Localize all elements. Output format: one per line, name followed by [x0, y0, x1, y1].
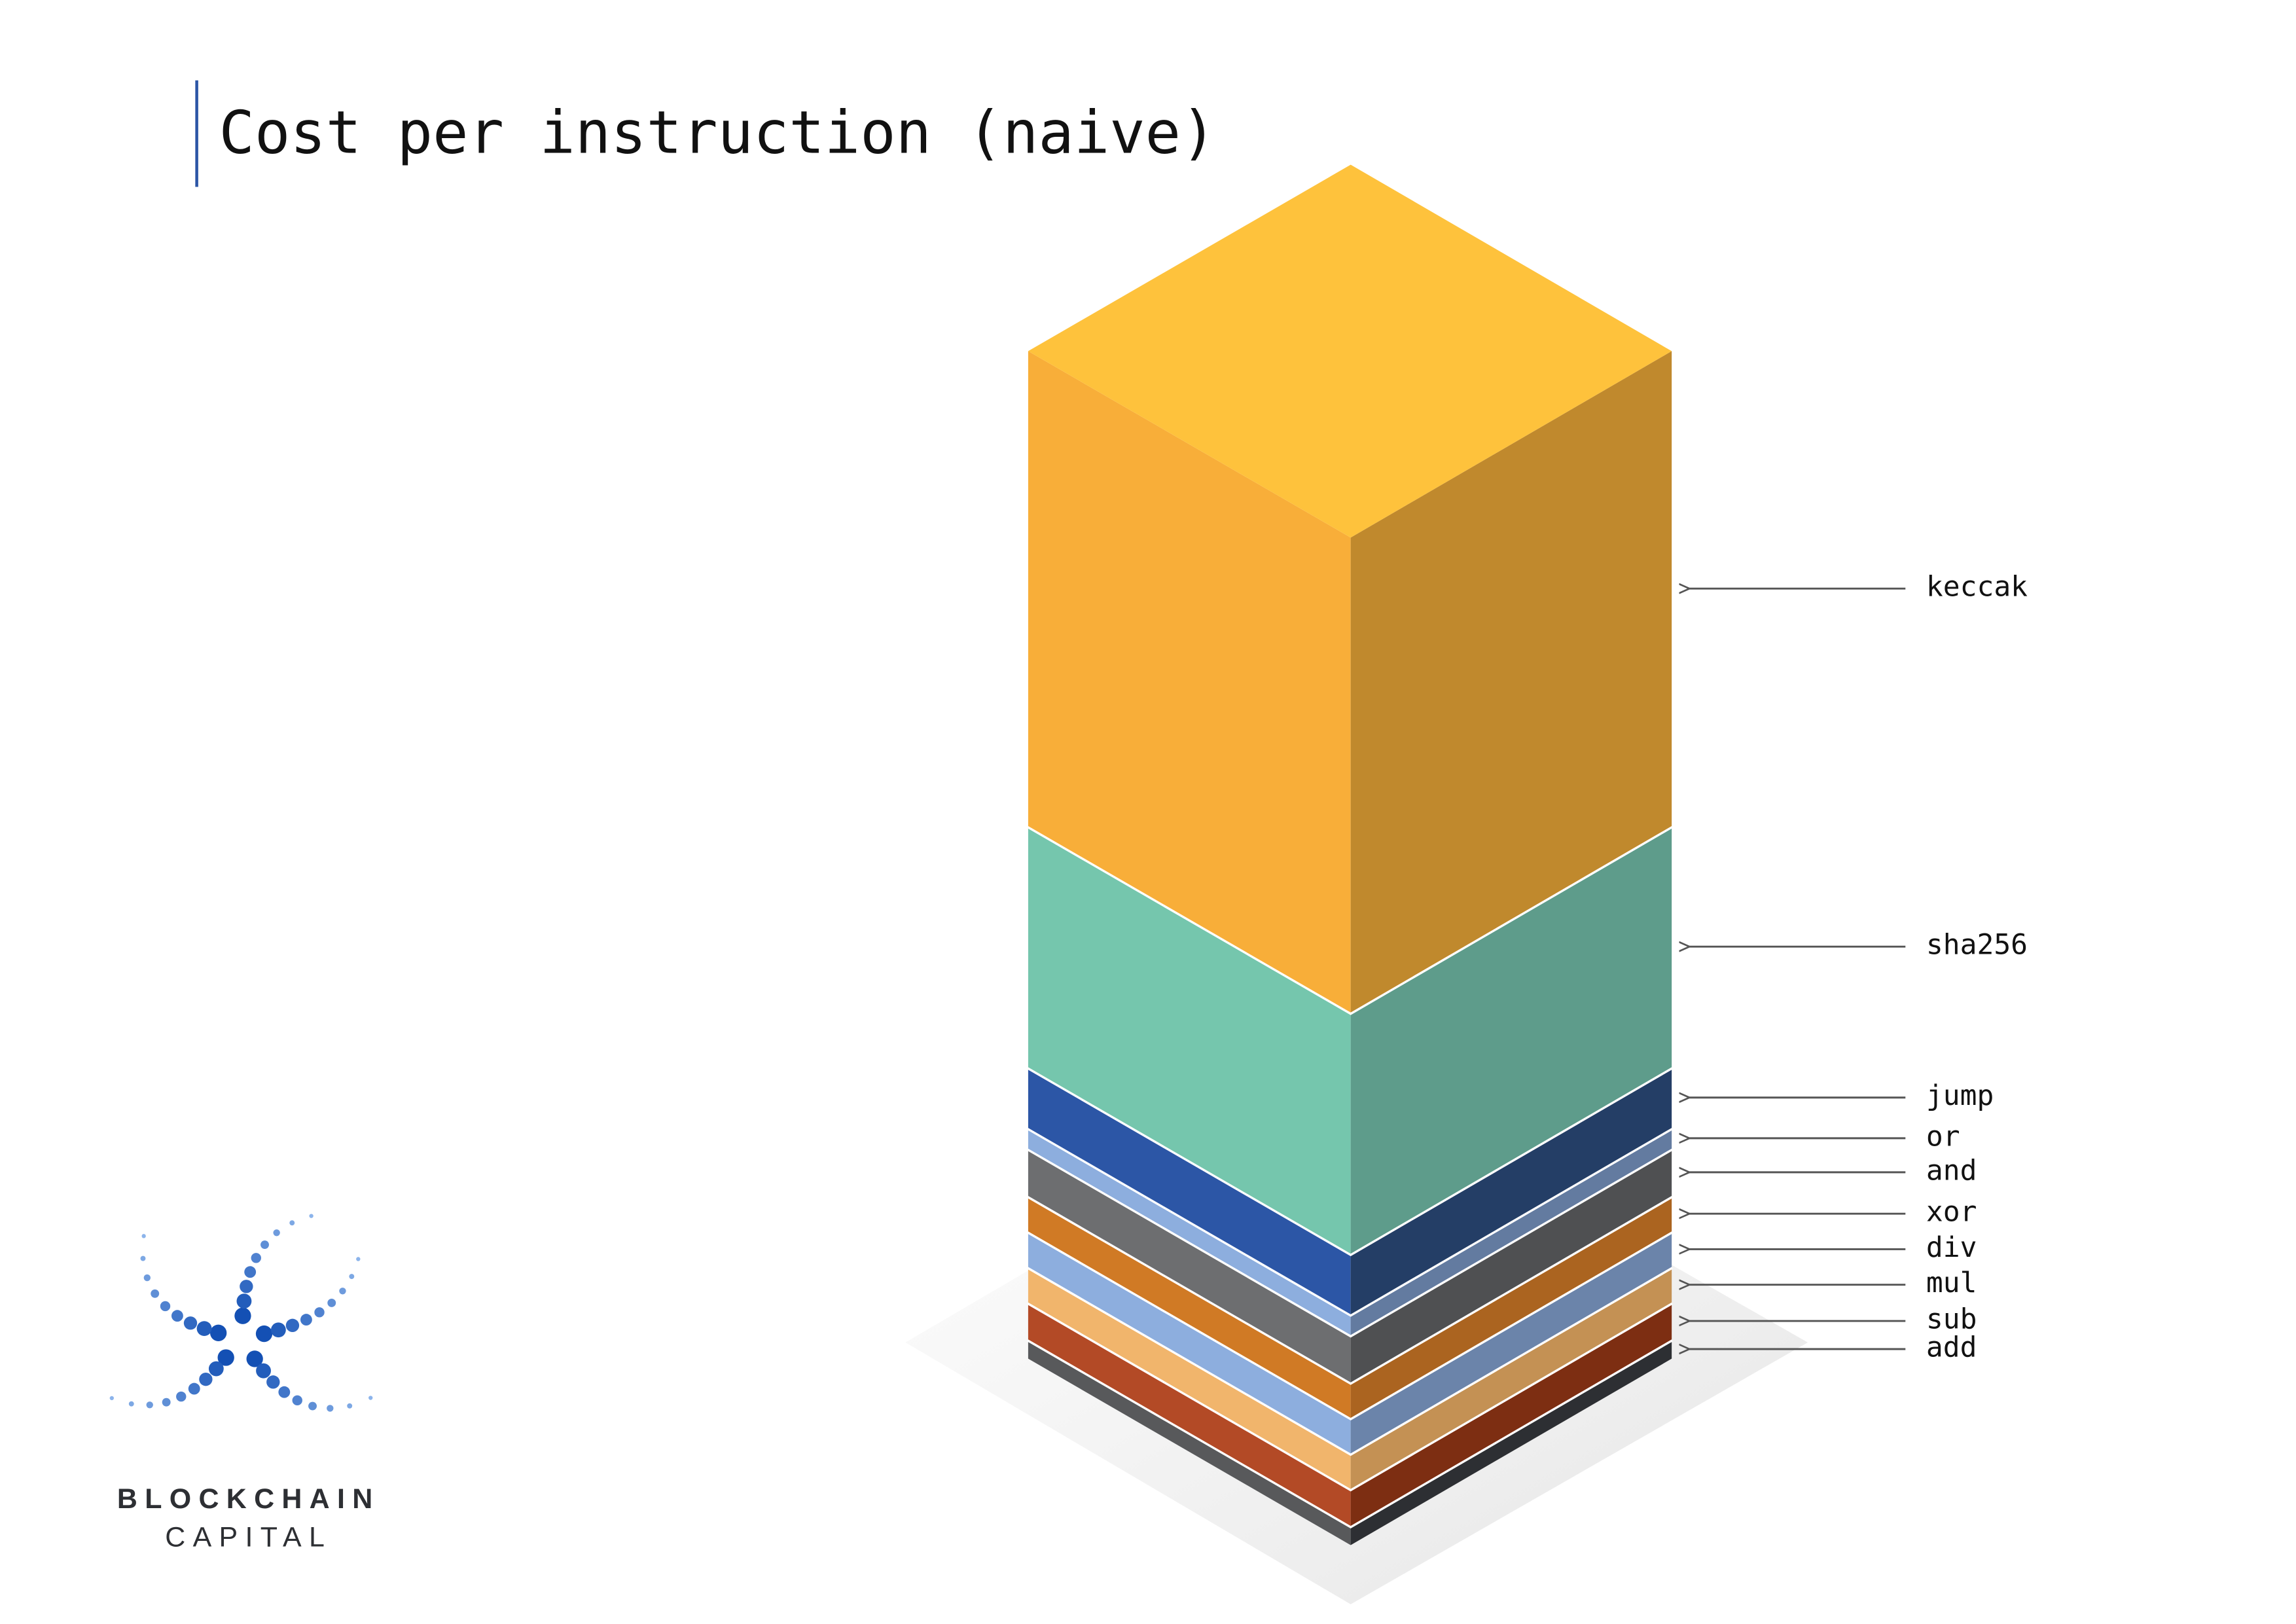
- logo-dot: [327, 1298, 336, 1307]
- logo-dot: [270, 1322, 286, 1338]
- logo-dot: [266, 1375, 280, 1389]
- logo-line1: BLOCKCHAIN: [117, 1483, 380, 1515]
- logo-dot: [246, 1350, 263, 1367]
- segment-right-face: [1350, 1267, 1672, 1489]
- logo-dot: [289, 1220, 295, 1226]
- logo-dot: [176, 1391, 187, 1402]
- segment-right-face: [1350, 351, 1672, 1013]
- segment-label: or: [1926, 1120, 1960, 1153]
- logo-dot: [188, 1382, 200, 1395]
- logo-dot: [256, 1363, 271, 1379]
- logo-dot: [160, 1301, 171, 1312]
- segment-right-face: [1350, 825, 1672, 1254]
- segment-label: mul: [1926, 1267, 1977, 1299]
- logo-dot: [143, 1274, 151, 1282]
- segment-right-face: [1350, 1339, 1672, 1545]
- segment-right-face: [1350, 1302, 1672, 1526]
- segment-right-face: [1350, 1231, 1672, 1454]
- logo-dot: [183, 1316, 198, 1330]
- segment-left-face: [1028, 1231, 1351, 1454]
- logo-dot: [292, 1395, 302, 1406]
- logo-dot: [236, 1293, 252, 1309]
- segment-left-face: [1028, 1128, 1351, 1335]
- logo-dot: [234, 1307, 251, 1324]
- logo-dot: [240, 1280, 253, 1293]
- logo-dot: [217, 1349, 234, 1366]
- logo-dot: [244, 1266, 257, 1278]
- logo-dot: [255, 1325, 273, 1343]
- logo-dot: [141, 1234, 146, 1238]
- logo-dot: [327, 1405, 334, 1412]
- logo-dot: [196, 1321, 212, 1337]
- logo-dot: [356, 1257, 361, 1261]
- segment-label: jump: [1926, 1079, 1994, 1112]
- segment-label: keccak: [1926, 571, 2028, 604]
- logo-dot: [300, 1314, 312, 1326]
- segment-right-face: [1350, 1128, 1672, 1335]
- logo-dot: [140, 1255, 146, 1261]
- segment-left-face: [1028, 1067, 1351, 1314]
- logo-dot: [349, 1274, 355, 1280]
- segment-label: sub: [1926, 1303, 1977, 1336]
- logo-dot: [285, 1318, 300, 1333]
- segment-left-face: [1028, 1148, 1351, 1382]
- logo-dot: [260, 1240, 269, 1249]
- logo: [109, 1214, 373, 1412]
- logo-dot: [162, 1398, 171, 1407]
- segment-label: and: [1926, 1154, 1977, 1187]
- logo-dot: [309, 1214, 314, 1218]
- title: Cost per instruction (naive): [219, 99, 1217, 168]
- column: [1027, 164, 1673, 1545]
- logo-dot: [210, 1324, 227, 1341]
- segment-left-face: [1028, 1302, 1351, 1526]
- logo-dot: [208, 1361, 224, 1377]
- segment-left-face: [1028, 825, 1351, 1254]
- segment-left-face: [1028, 1339, 1351, 1545]
- logo-dot: [251, 1253, 261, 1263]
- segment-label: add: [1926, 1331, 1977, 1363]
- logo-dot: [339, 1288, 346, 1295]
- segment-left-face: [1028, 1267, 1351, 1489]
- logo-dot: [273, 1229, 280, 1236]
- logo-dot: [368, 1396, 373, 1400]
- segment-top-face: [1028, 164, 1672, 538]
- segment-right-face: [1350, 1196, 1672, 1418]
- segment-left-face: [1028, 1196, 1351, 1418]
- segment-right-face: [1350, 1067, 1672, 1314]
- logo-dot: [109, 1396, 114, 1401]
- segment-label: xor: [1926, 1196, 1977, 1229]
- segment-right-face: [1350, 1148, 1672, 1382]
- logo-dot: [151, 1289, 160, 1298]
- segment-label: sha256: [1926, 929, 2028, 962]
- logo-dot: [314, 1307, 325, 1318]
- segment-label: div: [1926, 1231, 1977, 1264]
- logo-dot: [171, 1310, 183, 1322]
- logo-dot: [347, 1403, 353, 1409]
- segment-left-face: [1028, 351, 1351, 1013]
- logo-line2: CAPITAL: [165, 1522, 332, 1553]
- logo-dot: [199, 1372, 213, 1386]
- logo-dot: [146, 1401, 153, 1409]
- logo-dot: [308, 1401, 317, 1411]
- logo-dot: [278, 1386, 291, 1398]
- logo-dot: [128, 1401, 134, 1407]
